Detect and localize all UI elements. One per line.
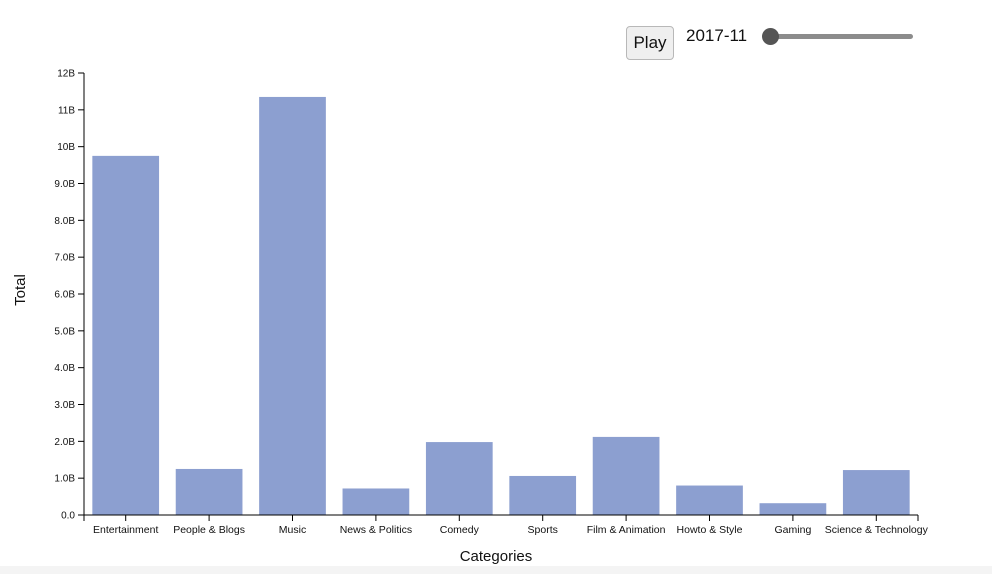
- x-tick-label: Music: [279, 524, 306, 536]
- y-tick-label: 7.0B: [54, 253, 75, 264]
- bar[interactable]: [425, 442, 493, 515]
- x-tick-label: Entertainment: [93, 524, 158, 536]
- x-tick-label: News & Politics: [340, 524, 412, 536]
- play-button[interactable]: Play: [626, 26, 674, 60]
- y-tick-label: 3.0B: [54, 400, 75, 411]
- date-label: 2017-11: [686, 26, 748, 45]
- slider-thumb[interactable]: [762, 28, 779, 45]
- bar[interactable]: [509, 475, 577, 515]
- y-tick-label: 2.0B: [54, 437, 75, 448]
- bar[interactable]: [175, 468, 243, 515]
- x-tick-label: Gaming: [775, 524, 812, 536]
- y-tick-label: 10B: [57, 142, 75, 153]
- bars-group: [92, 96, 910, 516]
- bar[interactable]: [592, 436, 660, 515]
- x-tick-label: Film & Animation: [587, 524, 666, 536]
- y-tick-label: 6.0B: [54, 290, 75, 301]
- bar[interactable]: [759, 503, 827, 515]
- y-tick-label: 4.0B: [54, 363, 75, 374]
- bar[interactable]: [342, 488, 410, 515]
- bar[interactable]: [676, 485, 743, 515]
- y-tick-label: 0.0: [61, 511, 75, 522]
- x-tick-label: Comedy: [440, 524, 480, 536]
- date-slider[interactable]: [762, 28, 913, 45]
- bottom-strip: [0, 566, 992, 574]
- bar[interactable]: [92, 155, 160, 515]
- x-axis-label: Categories: [460, 548, 533, 565]
- y-tick-label: 11B: [58, 105, 75, 116]
- x-tick-label: People & Blogs: [173, 524, 245, 536]
- y-tick-label: 8.0B: [54, 216, 75, 227]
- y-tick-label: 9.0B: [54, 179, 75, 190]
- y-tick-label: 5.0B: [54, 326, 75, 337]
- bar[interactable]: [842, 470, 910, 515]
- y-tick-label: 12B: [57, 69, 75, 80]
- y-axis-label: Total: [12, 274, 29, 306]
- x-axis: Entertainment People & Blogs Music News & P…: [83, 514, 929, 536]
- y-tick-label: 1.0B: [54, 474, 75, 485]
- playback-controls: Play 2017-11: [0, 0, 992, 70]
- x-tick-label: Howto & Style: [677, 524, 743, 536]
- x-tick-label: Science & Technology: [825, 524, 929, 536]
- bar[interactable]: [259, 96, 326, 516]
- y-axis: 0.0 1.0B 2.0B 3.0B 4.0B 5.0B 6.0B 7.0B 8.0B 9.0B 1…: [54, 69, 85, 522]
- x-tick-label: Sports: [528, 524, 558, 536]
